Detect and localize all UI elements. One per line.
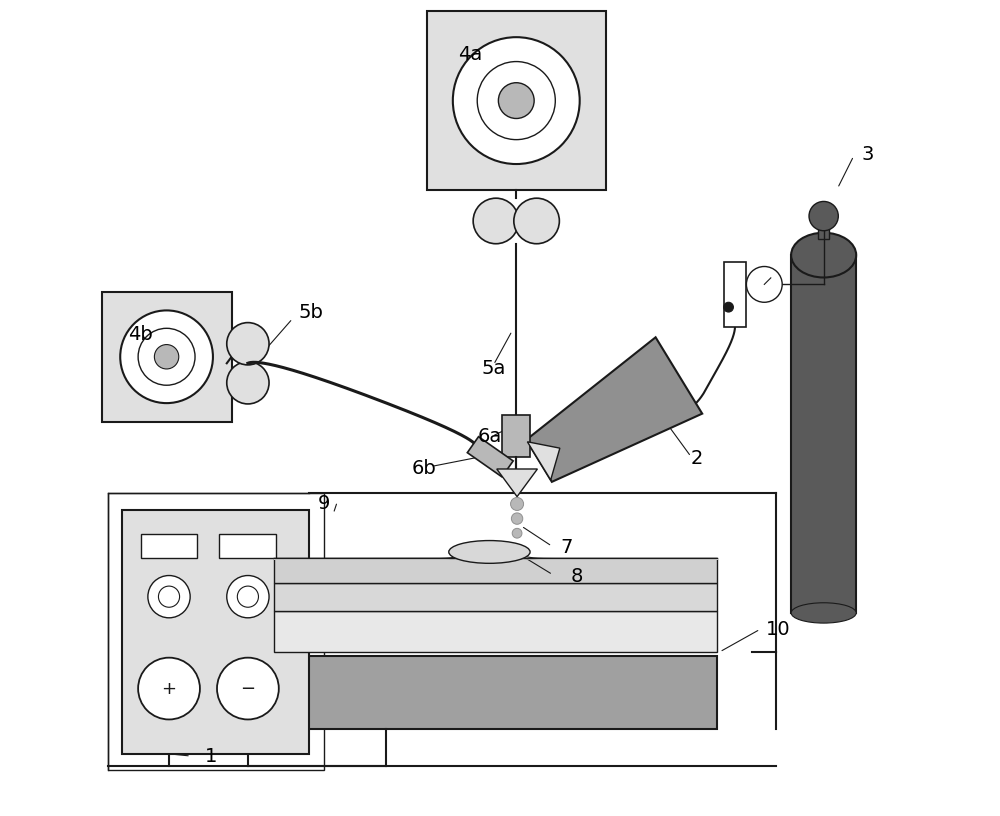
Bar: [274, 583, 717, 611]
Text: 5b: 5b: [298, 303, 323, 322]
Circle shape: [227, 575, 269, 618]
Circle shape: [138, 328, 195, 385]
Bar: [427, 11, 606, 190]
Ellipse shape: [449, 540, 530, 563]
Circle shape: [514, 198, 559, 244]
Bar: [122, 510, 309, 754]
Ellipse shape: [791, 603, 856, 623]
Bar: [262, 656, 717, 730]
Circle shape: [227, 361, 269, 404]
Circle shape: [148, 575, 190, 618]
Bar: [818, 221, 829, 239]
Text: 4b: 4b: [128, 326, 153, 344]
Text: 1: 1: [205, 747, 217, 765]
Bar: [724, 262, 746, 326]
Text: 6a: 6a: [478, 427, 502, 446]
Bar: [274, 558, 717, 583]
Bar: [219, 534, 276, 558]
Text: 7: 7: [560, 539, 573, 557]
Circle shape: [477, 61, 555, 140]
Text: +: +: [162, 680, 177, 698]
Text: 10: 10: [766, 619, 790, 639]
Circle shape: [498, 82, 534, 118]
Text: 3: 3: [861, 144, 874, 164]
Circle shape: [120, 310, 213, 403]
Text: 8: 8: [570, 567, 583, 586]
Ellipse shape: [791, 233, 856, 277]
Polygon shape: [527, 441, 560, 480]
Circle shape: [453, 38, 580, 164]
Circle shape: [227, 322, 269, 365]
Circle shape: [138, 658, 200, 720]
Polygon shape: [467, 437, 513, 477]
Circle shape: [511, 498, 524, 511]
Bar: [108, 494, 324, 769]
Text: 4a: 4a: [458, 45, 482, 64]
Circle shape: [724, 302, 733, 312]
Circle shape: [158, 586, 180, 607]
Text: 2: 2: [691, 449, 703, 468]
Text: −: −: [240, 680, 255, 698]
Circle shape: [809, 202, 838, 231]
Bar: [274, 611, 717, 652]
Text: 6b: 6b: [411, 459, 436, 478]
Circle shape: [473, 198, 519, 244]
Bar: [102, 291, 232, 422]
Circle shape: [217, 658, 279, 720]
Circle shape: [512, 528, 522, 538]
Bar: [502, 415, 530, 457]
Polygon shape: [497, 469, 537, 497]
Bar: [141, 534, 197, 558]
Text: 5a: 5a: [481, 360, 506, 379]
Text: 9: 9: [317, 494, 330, 513]
Circle shape: [154, 344, 179, 369]
Polygon shape: [526, 337, 702, 482]
Circle shape: [237, 586, 258, 607]
Circle shape: [746, 267, 782, 302]
Bar: [791, 255, 856, 613]
Circle shape: [511, 513, 523, 525]
